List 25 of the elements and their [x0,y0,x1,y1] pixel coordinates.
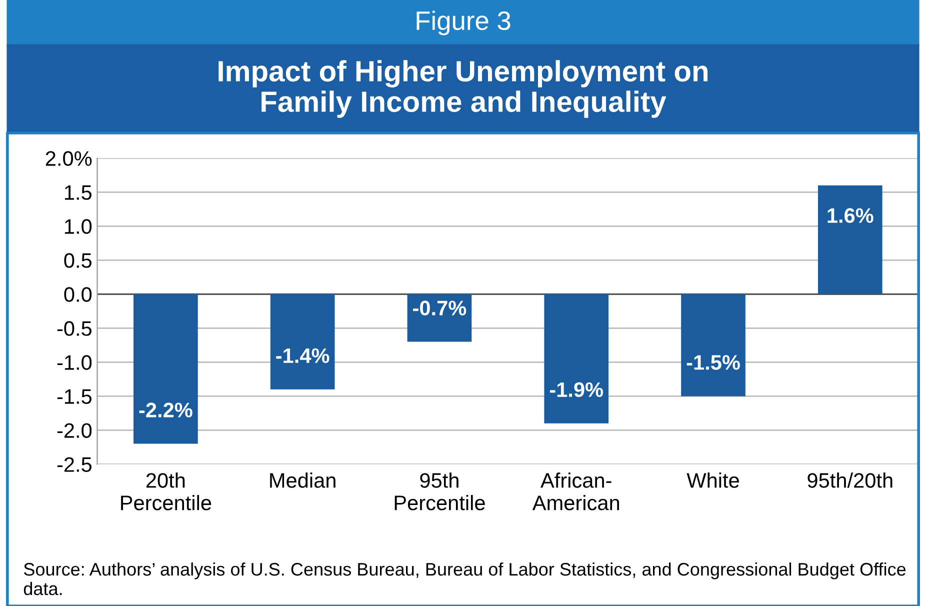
y-tick-label: -0.5 [57,321,92,336]
x-tick-label: 20th Percentile [121,472,212,510]
y-tick-label: 0.5 [64,253,92,268]
data-label: -1.4% [276,348,330,363]
x-tick-label: White [686,472,739,488]
source-note: Source: Authors’ analysis of U.S. Census Bureau, Bureau of Labor Statistics, and Congressional Budget Office data. [24,562,906,596]
y-tick-label: -1.5 [57,389,92,404]
x-tick-label: 95th Percentile [394,472,485,510]
y-tick-label: -1.0 [57,355,92,370]
y-tick-label: 0.0 [64,287,92,302]
data-label: -0.7% [413,300,466,316]
y-tick-label: 1.0 [65,219,92,234]
x-tick-label: 95th/20th [808,472,892,488]
y-tick-label: 2.0% [46,151,92,166]
y-tick-label: -2.5 [57,457,92,472]
y-tick-label: -2.0 [57,423,92,438]
chart-title: Impact of Higher Unemployment on Family Income and Inequality [218,60,708,118]
data-label: 1.6% [828,208,874,223]
y-tick-label: 1.5 [65,185,92,200]
data-label: -1.9% [550,382,604,398]
data-label: -1.5% [686,355,740,370]
x-tick-label: Median [270,472,336,488]
caption: Figure 3 [416,10,510,36]
x-tick-label: African- American [532,472,620,510]
data-label: -2.2% [139,402,192,418]
